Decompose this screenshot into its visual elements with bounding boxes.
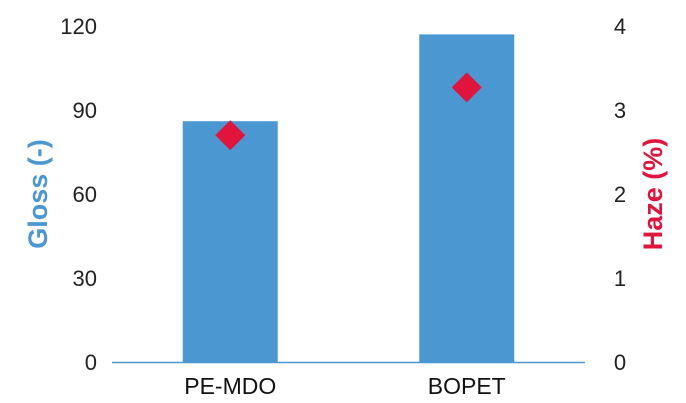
y-left-tick-label: 30 xyxy=(73,266,97,291)
y-right-tick-label: 3 xyxy=(614,98,626,123)
bar-pe-mdo xyxy=(182,121,278,362)
y-axis-right-title: Haze (%) xyxy=(638,138,668,251)
y-axis-left-title: Gloss (-) xyxy=(23,139,53,249)
y-right-tick-label: 1 xyxy=(614,266,626,291)
haze-marker-pe-mdo xyxy=(215,120,246,151)
x-category-label: PE-MDO xyxy=(184,373,276,399)
y-right-tick-label: 2 xyxy=(614,182,626,207)
x-axis-categories: PE-MDO BOPET xyxy=(184,373,505,399)
y-left-tick-label: 120 xyxy=(60,14,97,39)
y-left-tick-label: 60 xyxy=(73,182,97,207)
y-axis-right-ticks: 0 1 2 3 4 xyxy=(614,14,626,375)
haze-marker-bopet xyxy=(451,72,482,103)
y-right-tick-label: 0 xyxy=(614,350,626,375)
y-axis-left-ticks: 0 30 60 90 120 xyxy=(60,14,97,375)
y-left-tick-label: 90 xyxy=(73,98,97,123)
markers-layer xyxy=(215,72,482,151)
x-category-label: BOPET xyxy=(428,373,506,399)
y-left-tick-label: 0 xyxy=(85,350,97,375)
y-right-tick-label: 4 xyxy=(614,14,626,39)
